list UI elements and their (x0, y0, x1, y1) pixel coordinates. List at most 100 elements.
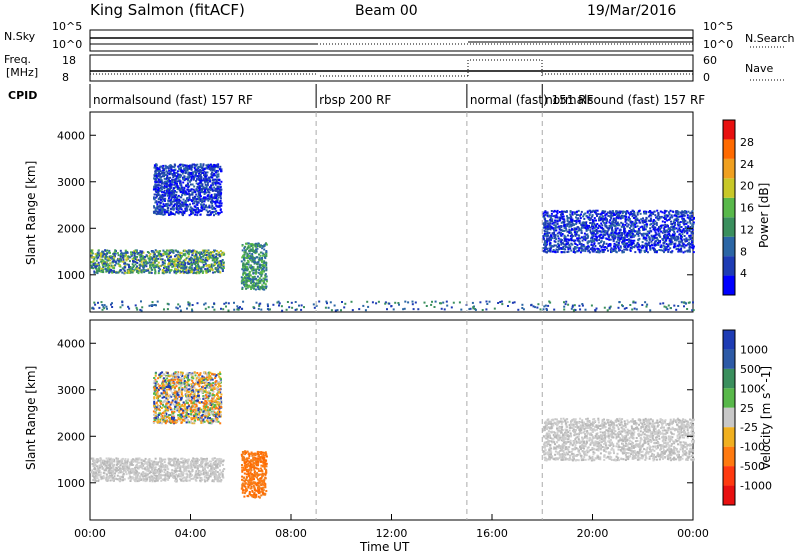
data-cell (155, 265, 157, 268)
data-cell (658, 228, 661, 231)
data-cell (575, 222, 578, 225)
data-cell (211, 171, 214, 174)
data-cell (580, 232, 583, 234)
data-cell (180, 266, 183, 269)
y-tick-label: 3000 (57, 176, 85, 189)
data-cell (265, 266, 268, 269)
data-cell (576, 250, 579, 253)
data-cell (129, 269, 132, 272)
data-cell (188, 174, 191, 177)
data-cell (202, 172, 205, 174)
data-cell (553, 214, 556, 217)
data-cell (543, 229, 546, 232)
data-cell (202, 469, 205, 472)
data-cell (215, 258, 218, 261)
y-tick-label: 4000 (57, 129, 85, 142)
data-cell (582, 243, 585, 246)
data-cell (190, 267, 193, 270)
data-cell (593, 238, 596, 240)
data-cell (261, 284, 264, 287)
data-cell (177, 258, 180, 261)
data-cell (200, 251, 203, 254)
data-cell (276, 301, 279, 304)
data-cell (569, 239, 572, 242)
data-cell (607, 214, 610, 217)
data-cell (603, 221, 605, 224)
data-cell (691, 210, 694, 213)
data-cell (244, 282, 247, 285)
data-cell (175, 206, 178, 209)
data-cell (661, 220, 664, 223)
data-cell (648, 237, 651, 240)
data-cell (119, 265, 122, 268)
data-cell (605, 218, 608, 221)
data-cell (153, 266, 156, 269)
data-cell (575, 233, 578, 236)
data-cell (196, 203, 199, 206)
data-cell (580, 249, 583, 252)
data-cell (485, 308, 488, 311)
data-cell (588, 251, 591, 254)
data-cell (602, 215, 604, 218)
data-cell (243, 257, 246, 260)
data-cell (173, 166, 176, 169)
data-cell (668, 234, 671, 237)
data-cell (212, 168, 215, 171)
data-cell (617, 247, 620, 250)
data-cell (161, 263, 164, 266)
data-cell (133, 252, 136, 255)
data-cell (591, 225, 593, 228)
data-cell (600, 240, 603, 243)
data-cell (586, 211, 589, 214)
data-cell (300, 304, 303, 307)
data-cell (168, 213, 170, 216)
data-cell (557, 237, 560, 240)
data-cell (95, 271, 98, 274)
data-cell (560, 215, 563, 218)
data-cell (209, 189, 212, 191)
data-cell (117, 254, 120, 257)
data-cell (222, 308, 225, 311)
data-cell (580, 242, 583, 245)
data-cell (227, 302, 230, 305)
data-cell (358, 308, 361, 311)
data-cell (215, 210, 218, 213)
data-cell (191, 183, 194, 186)
data-cell (157, 212, 160, 215)
data-cell (183, 167, 186, 170)
data-cell (636, 232, 639, 235)
data-cell (153, 211, 156, 214)
data-cell (154, 201, 157, 204)
data-cell (627, 241, 630, 243)
data-cell (665, 225, 668, 228)
data-cell (404, 300, 407, 303)
data-cell (588, 224, 590, 227)
data-cell (115, 262, 118, 265)
data-cell (181, 163, 184, 166)
data-cell (584, 248, 587, 251)
data-cell (623, 307, 626, 310)
data-cell (259, 279, 262, 282)
data-cell (199, 177, 202, 180)
data-cell (639, 226, 642, 229)
data-cell (244, 263, 247, 266)
data-cell (161, 210, 164, 213)
data-cell (185, 206, 188, 209)
data-cell (668, 213, 671, 216)
data-cell (212, 256, 215, 259)
data-cell (174, 268, 177, 271)
data-cell (544, 213, 547, 216)
data-cell (669, 216, 672, 219)
data-cell (663, 251, 665, 254)
data-cell (242, 264, 244, 267)
data-cell (194, 170, 196, 173)
data-cell (162, 269, 164, 271)
data-cell (199, 209, 202, 212)
data-cell (645, 225, 648, 228)
data-cell (154, 270, 157, 273)
data-cell (188, 208, 191, 211)
data-cell (247, 274, 250, 277)
data-cell (174, 196, 177, 199)
data-cell (580, 236, 583, 239)
data-cell (670, 214, 673, 217)
